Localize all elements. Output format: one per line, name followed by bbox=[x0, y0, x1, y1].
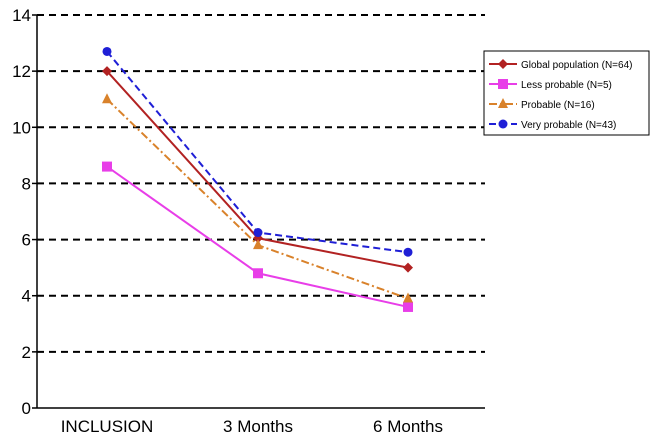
y-tick-label: 12 bbox=[12, 62, 31, 81]
legend-marker bbox=[498, 59, 508, 69]
data-point bbox=[253, 268, 263, 279]
legend-label: Less probable (N=5) bbox=[521, 80, 612, 91]
x-category-label: 6 Months bbox=[373, 417, 443, 436]
data-point bbox=[403, 262, 413, 273]
y-tick-label: 4 bbox=[22, 287, 31, 306]
y-tick-label: 14 bbox=[12, 6, 31, 25]
data-point bbox=[102, 66, 112, 77]
series-lines bbox=[102, 46, 413, 312]
x-category-label: INCLUSION bbox=[61, 417, 154, 436]
legend-label: Probable (N=16) bbox=[521, 100, 595, 111]
data-point bbox=[403, 247, 413, 257]
y-tick-label: 10 bbox=[12, 118, 31, 137]
x-category-labels: INCLUSION 3 Months 6 Months bbox=[61, 417, 443, 436]
y-tick-label: 2 bbox=[22, 343, 31, 362]
y-tick-label: 0 bbox=[22, 399, 31, 418]
data-point bbox=[102, 46, 112, 56]
data-point bbox=[253, 228, 263, 238]
series-2 bbox=[102, 161, 413, 312]
legend: Global population (N=64) Less probable (N… bbox=[483, 50, 650, 136]
legend-marker bbox=[498, 79, 508, 89]
series-3 bbox=[102, 93, 413, 303]
legend-label: Global population (N=64) bbox=[521, 60, 632, 71]
grid-lines bbox=[37, 14, 485, 353]
legend-marker bbox=[498, 98, 508, 108]
y-tick-labels: 0 2 4 6 8 10 12 14 bbox=[12, 6, 31, 418]
data-point bbox=[102, 161, 112, 172]
y-tick-label: 6 bbox=[22, 231, 31, 250]
y-tick-label: 8 bbox=[22, 174, 31, 193]
data-point bbox=[253, 239, 263, 250]
data-point bbox=[403, 292, 413, 303]
axes bbox=[32, 14, 485, 409]
legend-label: Very probable (N=43) bbox=[521, 120, 616, 131]
data-point bbox=[102, 93, 112, 104]
series-line bbox=[106, 50, 409, 254]
series-4 bbox=[102, 46, 413, 257]
data-point bbox=[403, 301, 413, 312]
legend-marker bbox=[498, 119, 508, 129]
x-category-label: 3 Months bbox=[223, 417, 293, 436]
